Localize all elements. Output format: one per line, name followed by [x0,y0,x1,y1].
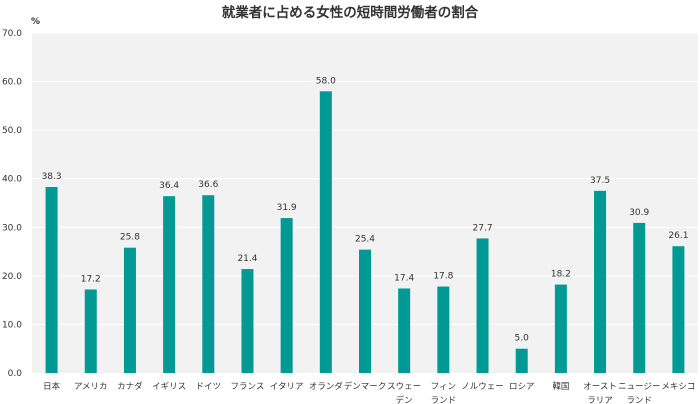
category-label: スウェー [387,382,421,392]
data-label: 17.4 [394,273,414,283]
category-label: メキシコ [661,382,695,392]
data-label: 36.4 [159,181,179,191]
y-tick-label: 30.0 [2,223,22,233]
data-label: 27.7 [473,223,493,233]
bar [515,348,528,373]
y-tick-label: 10.0 [2,320,22,330]
data-labels: 38.3 17.2 25.8 36.4 36.6 21.4 31.9 58.0 25.4 17.4… [42,76,689,343]
data-label: 30.9 [629,208,649,218]
category-label: オランダ [309,381,344,392]
category-label: ランド [431,396,457,404]
y-tick-label: 40.0 [2,175,22,185]
bar [123,247,136,373]
bar [359,249,371,373]
bar [45,186,58,373]
category-label: アメリカ [74,382,108,392]
bar [594,190,607,373]
data-label: 25.4 [355,235,375,245]
category-label: カナダ [117,381,143,392]
category-label: オースト [583,382,617,392]
category-label: ロシア [509,382,535,392]
y-axis-ticks: 0.0 10.0 20.0 30.0 40.0 50.0 60.0 70.0 [2,29,22,379]
chart-title: 就業者に占める女性の短時間労働者の割合 [222,4,479,21]
data-label: 38.3 [42,172,62,182]
bar [280,218,293,373]
category-label: イタリア [270,382,304,392]
category-label: デンマーク [344,381,387,392]
data-label: 37.5 [590,176,610,186]
y-tick-label: 60.0 [2,78,22,88]
y-tick-label: 70.0 [2,29,22,39]
bar [476,238,489,373]
category-label: フィン [431,382,456,392]
bar [84,289,97,373]
category-label: ランド [626,396,652,404]
y-tick-label: 50.0 [2,126,22,136]
category-label: ラリア [587,396,613,404]
data-label: 21.4 [237,254,257,264]
bars [45,91,685,374]
data-label: 58.0 [316,76,336,86]
data-label: 26.1 [668,231,688,241]
y-tick-label: 0.0 [8,369,23,379]
category-label: フランス [231,382,265,392]
category-label: ドイツ [196,382,222,392]
data-label: 17.2 [81,274,101,284]
data-label: 17.8 [433,272,453,282]
bar [437,286,450,373]
data-label: 18.2 [551,270,571,280]
data-label: 25.8 [120,233,140,243]
data-label: 36.6 [198,180,218,190]
data-label: 5.0 [515,334,530,344]
bar [554,284,567,373]
bar [319,91,332,374]
bar [241,269,254,373]
bar [398,288,411,373]
bar [672,246,685,373]
y-tick-label: 20.0 [2,272,22,282]
bar [163,196,176,373]
category-label: ノルウェー [461,382,504,392]
category-label: 日本 [43,381,61,392]
data-label: 31.9 [277,203,297,213]
category-label: イギリス [152,382,186,392]
bar [202,195,215,373]
category-label: 韓国 [552,381,569,392]
bar [633,222,646,373]
y-axis-unit-label: % [31,17,40,27]
category-label: デン [396,395,413,404]
category-label: ニュージー [618,382,660,392]
